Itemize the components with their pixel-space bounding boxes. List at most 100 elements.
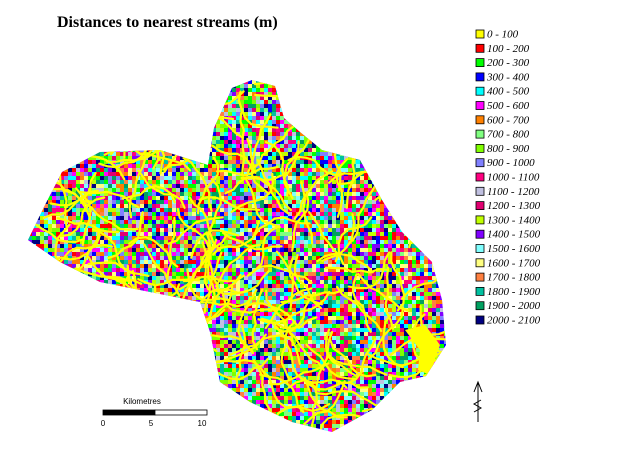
distance-cell bbox=[84, 408, 88, 412]
distance-cell bbox=[24, 272, 28, 276]
distance-cell bbox=[132, 180, 136, 184]
distance-cell bbox=[28, 160, 32, 164]
distance-cell bbox=[60, 264, 64, 268]
distance-cell bbox=[232, 220, 236, 224]
distance-cell bbox=[184, 196, 188, 200]
distance-cell bbox=[148, 80, 152, 84]
distance-cell bbox=[232, 76, 236, 80]
distance-cell bbox=[188, 164, 192, 168]
distance-cell bbox=[76, 348, 80, 352]
distance-cell bbox=[56, 388, 60, 392]
distance-cell bbox=[32, 248, 36, 252]
distance-cell bbox=[216, 316, 220, 320]
distance-cell bbox=[108, 132, 112, 136]
distance-cell bbox=[168, 168, 172, 172]
distance-cell bbox=[92, 156, 96, 160]
distance-cell bbox=[144, 428, 148, 432]
distance-cell bbox=[128, 192, 132, 196]
distance-cell bbox=[156, 164, 160, 168]
distance-cell bbox=[128, 264, 132, 268]
distance-cell bbox=[96, 368, 100, 372]
distance-cell bbox=[168, 336, 172, 340]
distance-cell bbox=[52, 332, 56, 336]
distance-cell bbox=[192, 336, 196, 340]
distance-cell bbox=[160, 200, 164, 204]
distance-cell bbox=[92, 332, 96, 336]
distance-cell bbox=[56, 328, 60, 332]
distance-cell bbox=[104, 324, 108, 328]
distance-cell bbox=[36, 196, 40, 200]
distance-cell bbox=[232, 168, 236, 172]
distance-cell bbox=[140, 256, 144, 260]
distance-cell bbox=[136, 164, 140, 168]
distance-cell bbox=[212, 128, 216, 132]
distance-cell bbox=[244, 112, 248, 116]
distance-cell bbox=[48, 224, 52, 228]
distance-cell bbox=[72, 316, 76, 320]
distance-cell bbox=[132, 348, 136, 352]
distance-cell bbox=[80, 232, 84, 236]
distance-cell bbox=[220, 120, 224, 124]
distance-cell bbox=[136, 100, 140, 104]
distance-cell bbox=[100, 432, 104, 436]
distance-cell bbox=[184, 192, 188, 196]
distance-cell bbox=[120, 328, 124, 332]
distance-cell bbox=[148, 144, 152, 148]
distance-cell bbox=[64, 88, 68, 92]
distance-cell bbox=[152, 268, 156, 272]
distance-cell bbox=[100, 352, 104, 356]
distance-cell bbox=[128, 296, 132, 300]
distance-cell bbox=[164, 400, 168, 404]
distance-cell bbox=[80, 372, 84, 376]
distance-cell bbox=[156, 316, 160, 320]
distance-cell bbox=[184, 88, 188, 92]
distance-cell bbox=[240, 120, 244, 124]
distance-cell bbox=[204, 136, 208, 140]
distance-cell bbox=[48, 152, 52, 156]
distance-cell bbox=[200, 404, 204, 408]
distance-cell bbox=[140, 188, 144, 192]
distance-cell bbox=[172, 120, 176, 124]
distance-cell bbox=[40, 400, 44, 404]
distance-cell bbox=[60, 276, 64, 280]
distance-cell bbox=[172, 188, 176, 192]
distance-cell bbox=[84, 116, 88, 120]
distance-cell bbox=[48, 192, 52, 196]
distance-cell bbox=[172, 296, 176, 300]
distance-cell bbox=[156, 204, 160, 208]
distance-cell bbox=[204, 80, 208, 84]
distance-cell bbox=[124, 340, 128, 344]
distance-cell bbox=[24, 152, 28, 156]
distance-cell bbox=[232, 84, 236, 88]
distance-cell bbox=[240, 404, 244, 408]
distance-cell bbox=[124, 224, 128, 228]
distance-cell bbox=[104, 344, 108, 348]
distance-cell bbox=[96, 248, 100, 252]
distance-cell bbox=[160, 248, 164, 252]
distance-cell bbox=[92, 96, 96, 100]
distance-cell bbox=[140, 284, 144, 288]
distance-cell bbox=[28, 188, 32, 192]
distance-cell bbox=[232, 388, 236, 392]
distance-cell bbox=[212, 100, 216, 104]
distance-cell bbox=[52, 264, 56, 268]
distance-cell bbox=[104, 316, 108, 320]
distance-cell bbox=[236, 208, 240, 212]
distance-cell bbox=[88, 336, 92, 340]
distance-cell bbox=[92, 100, 96, 104]
distance-cell bbox=[236, 112, 240, 116]
distance-cell bbox=[40, 404, 44, 408]
distance-cell bbox=[236, 224, 240, 228]
distance-cell bbox=[232, 432, 236, 436]
distance-cell bbox=[96, 76, 100, 80]
distance-cell bbox=[192, 148, 196, 152]
distance-cell bbox=[84, 240, 88, 244]
distance-cell bbox=[88, 292, 92, 296]
distance-cell bbox=[56, 432, 60, 436]
distance-cell bbox=[32, 384, 36, 388]
distance-cell bbox=[208, 128, 212, 132]
distance-cell bbox=[80, 344, 84, 348]
distance-cell bbox=[108, 392, 112, 396]
distance-cell bbox=[184, 324, 188, 328]
distance-cell bbox=[40, 240, 44, 244]
